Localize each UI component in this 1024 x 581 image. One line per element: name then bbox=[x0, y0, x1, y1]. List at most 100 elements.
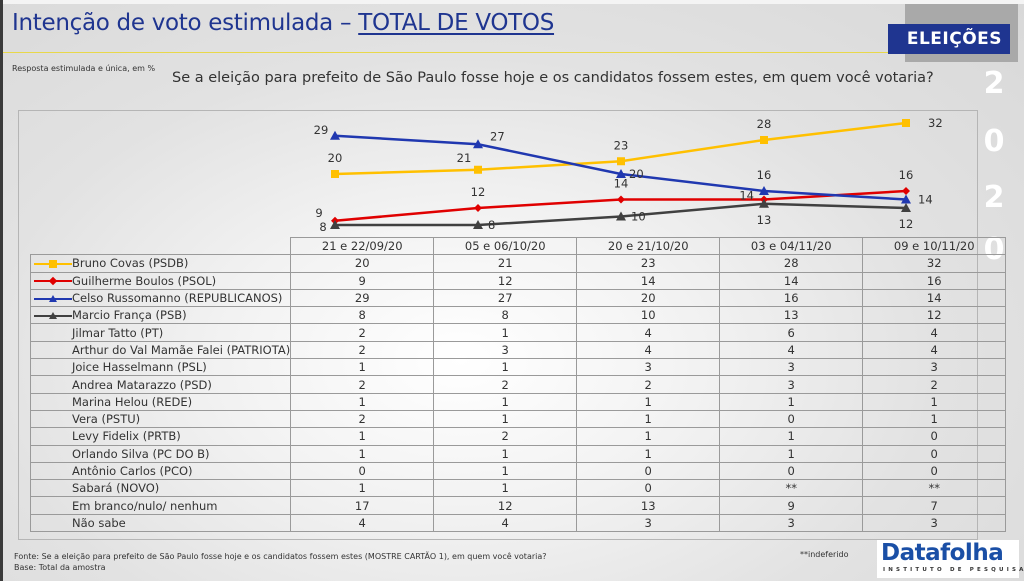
table-cell: 28 bbox=[719, 254, 864, 273]
table-cell: 9 bbox=[719, 496, 864, 515]
table-row: Em branco/nulo/ nenhum 17 12 13 9 7 bbox=[29, 496, 1007, 515]
data-point-marker bbox=[473, 139, 483, 149]
data-label: 20 bbox=[629, 167, 644, 181]
legend-marker-icon bbox=[34, 259, 72, 269]
table-cell: 17 bbox=[290, 496, 435, 515]
table-row: Levy Fidelix (PRTB) 1 2 1 1 0 bbox=[29, 427, 1007, 446]
data-label: 14 bbox=[614, 177, 629, 191]
row-label-text: Vera (PSTU) bbox=[72, 412, 141, 427]
table-cell: 6 bbox=[719, 323, 864, 342]
row-label-text: Antônio Carlos (PCO) bbox=[72, 464, 193, 478]
table-cell: 1 bbox=[576, 409, 721, 429]
table-cell: 20 bbox=[576, 288, 721, 308]
table-cell: 13 bbox=[576, 496, 721, 515]
row-label: Antônio Carlos (PCO) bbox=[29, 461, 292, 481]
row-label-text: Jilmar Tatto (PT) bbox=[72, 325, 164, 340]
table-cell: 10 bbox=[576, 306, 721, 325]
table-cell: 12 bbox=[862, 306, 1007, 325]
survey-question: Se a eleição para prefeito de São Paulo … bbox=[172, 70, 934, 86]
row-label-text: Bruno Covas (PSDB) bbox=[72, 256, 189, 271]
data-point-marker bbox=[902, 119, 910, 127]
row-label-text: Guilherme Boulos (PSOL) bbox=[72, 273, 217, 288]
table-cell: 16 bbox=[862, 271, 1007, 290]
table-cell: 4 bbox=[862, 323, 1007, 342]
table-cell: 1 bbox=[576, 392, 721, 411]
table-header-row: 21 e 22/09/20 05 e 06/10/20 20 e 21/10/2… bbox=[31, 236, 1007, 256]
table-row: Marina Helou (REDE) 1 1 1 1 1 bbox=[29, 392, 1007, 411]
row-label-text: Orlando Silva (PC DO B) bbox=[72, 446, 210, 461]
data-point-marker bbox=[759, 186, 769, 195]
table-cell: 20 bbox=[290, 254, 435, 273]
data-point-marker bbox=[901, 194, 911, 204]
data-label: 16 bbox=[757, 168, 772, 182]
row-label: Celso Russomanno (REPUBLICANOS) bbox=[29, 288, 292, 308]
table-cell: 3 bbox=[433, 340, 578, 360]
data-point-marker bbox=[616, 169, 626, 178]
table-cell: 8 bbox=[433, 306, 578, 325]
table-row: Andrea Matarazzo (PSD) 2 2 2 3 2 bbox=[29, 375, 1007, 394]
table-row: Celso Russomanno (REPUBLICANOS) 29 27 20 16 1… bbox=[29, 288, 1007, 308]
table-cell: 1 bbox=[433, 479, 578, 498]
table-cell: 0 bbox=[576, 461, 721, 481]
series-bruno: 20 21 23 28 32 bbox=[328, 116, 943, 178]
datafolha-logo: Datafolha INSTITUTO DE PESQUISAS bbox=[877, 540, 1024, 578]
row-label: Não sabe bbox=[29, 513, 292, 533]
table-row: Antônio Carlos (PCO) 0 1 0 0 0 bbox=[29, 461, 1007, 481]
table-cell: 4 bbox=[862, 340, 1007, 360]
row-label: Orlando Silva (PC DO B) bbox=[29, 444, 292, 463]
table-cell: 3 bbox=[862, 513, 1007, 533]
data-label: 29 bbox=[314, 123, 329, 137]
table-cell: 3 bbox=[862, 358, 1007, 377]
table-cell: 1 bbox=[290, 479, 435, 498]
data-label: 8 bbox=[488, 218, 495, 232]
table-cell: 21 bbox=[433, 254, 578, 273]
table-cell: 2 bbox=[862, 375, 1007, 394]
data-point-marker bbox=[616, 211, 626, 221]
table-cell: 4 bbox=[290, 513, 435, 533]
indeferido-note: **indeferido bbox=[800, 550, 849, 559]
table-cell: 2 bbox=[290, 340, 435, 360]
table-cell: 1 bbox=[433, 358, 578, 377]
data-label: 20 bbox=[328, 151, 343, 165]
table-cell: 1 bbox=[719, 427, 864, 446]
table-cell: 29 bbox=[290, 288, 435, 308]
table-cell: 0 bbox=[719, 461, 864, 481]
title-divider bbox=[3, 52, 888, 53]
data-label: 27 bbox=[490, 129, 505, 143]
data-point-marker bbox=[759, 198, 769, 208]
table-cell: 4 bbox=[433, 513, 578, 533]
table-cell: 4 bbox=[576, 340, 721, 360]
row-label: Levy Fidelix (PRTB) bbox=[29, 427, 292, 446]
table-cell: 13 bbox=[719, 306, 864, 325]
table-row: Sabará (NOVO) 1 1 0 ** ** bbox=[29, 479, 1007, 498]
data-point-marker bbox=[473, 220, 483, 229]
table-row: Guilherme Boulos (PSOL) 9 12 14 14 16 bbox=[29, 271, 1007, 290]
data-point-marker bbox=[330, 220, 340, 229]
table-cell: 2 bbox=[290, 409, 435, 429]
table-cell: 1 bbox=[576, 444, 721, 463]
elections-badge: ELEIÇÕES bbox=[888, 24, 1010, 54]
row-label: Joice Hasselmann (PSL) bbox=[29, 358, 292, 377]
table-cell: 8 bbox=[290, 306, 435, 325]
table-cell: 16 bbox=[719, 288, 864, 308]
column-header: 20 e 21/10/20 bbox=[576, 236, 721, 256]
table-cell: 32 bbox=[862, 254, 1007, 273]
table-cell: 0 bbox=[862, 444, 1007, 463]
table-cell: 1 bbox=[433, 323, 578, 342]
table-cell: 3 bbox=[719, 513, 864, 533]
column-header: 09 e 10/11/20 bbox=[862, 236, 1007, 256]
row-label: Marcio França (PSB) bbox=[29, 306, 292, 325]
table-cell: 1 bbox=[862, 409, 1007, 429]
response-note: Resposta estimulada e única, em % bbox=[12, 64, 156, 73]
table-row: Marcio França (PSB) 8 8 10 13 12 bbox=[29, 306, 1007, 325]
data-label: 12 bbox=[899, 217, 914, 231]
row-label: Guilherme Boulos (PSOL) bbox=[29, 271, 292, 290]
footer-notes: Fonte: Se a eleição para prefeito de São… bbox=[14, 551, 547, 573]
table-cell: 4 bbox=[719, 340, 864, 360]
table-cell: ** bbox=[862, 479, 1007, 498]
table-row: Arthur do Val Mamãe Falei (PATRIOTA) 2 3 4 4… bbox=[29, 340, 1007, 360]
data-label: 10 bbox=[631, 210, 646, 224]
table-cell: 1 bbox=[433, 461, 578, 481]
row-label-text: Levy Fidelix (PRTB) bbox=[72, 429, 181, 444]
